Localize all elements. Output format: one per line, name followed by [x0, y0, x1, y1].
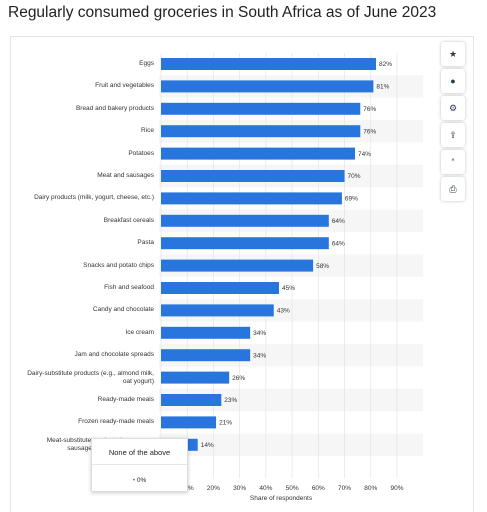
- y-tick-label: Potatoes: [128, 149, 154, 157]
- value-label: 34%: [253, 352, 266, 359]
- value-label: 34%: [253, 330, 266, 337]
- bar: [161, 394, 222, 406]
- bar: [161, 192, 342, 205]
- x-tick-label: 80%: [364, 485, 377, 492]
- bar: [161, 58, 377, 70]
- value-label: 64%: [332, 240, 345, 247]
- bar: [161, 259, 314, 272]
- bar: [161, 282, 279, 294]
- notify-button[interactable]: ●: [441, 69, 465, 93]
- cite-button[interactable]: “: [441, 150, 465, 174]
- tooltip-divider: [92, 464, 187, 465]
- page-title: Regularly consumed groceries in South Af…: [8, 4, 437, 21]
- tooltip: None of the above • 0%: [91, 438, 188, 492]
- y-tick-label: Pasta: [137, 239, 154, 247]
- value-label: 82%: [379, 61, 392, 68]
- value-label: 26%: [232, 375, 245, 382]
- share-button[interactable]: ⇪: [441, 123, 465, 147]
- row-stripe: [159, 433, 423, 456]
- tooltip-value-text: 0%: [136, 477, 147, 484]
- bar: [161, 416, 217, 429]
- settings-button[interactable]: ⚙: [441, 96, 465, 120]
- bar: [161, 125, 361, 138]
- y-tick-label: Frozen ready-made meals: [78, 418, 154, 426]
- y-tick-label: Dairy products (milk, yogurt, cheese, et…: [34, 194, 154, 202]
- y-tick-label: Fish and seafood: [104, 284, 154, 291]
- y-tick-label: Ready-made meals: [97, 396, 154, 403]
- y-tick-label: Jam and chocolate spreads: [74, 351, 155, 359]
- y-tick-label: Dairy-substitute products (e.g., almond …: [27, 369, 154, 385]
- value-label: 23%: [224, 397, 237, 404]
- x-axis-title: Share of respondents: [250, 495, 313, 502]
- x-tick-label: 50%: [286, 485, 299, 492]
- x-tick-label: 20%: [207, 485, 220, 492]
- bar: [161, 170, 345, 182]
- x-tick-label: 60%: [312, 485, 325, 492]
- y-tick-label: Fruit and vegetables: [95, 82, 154, 90]
- bar: [161, 371, 230, 384]
- y-tick-label: Meat and sausages: [97, 172, 154, 179]
- value-label: 64%: [332, 218, 345, 225]
- y-tick-label: Rice: [140, 127, 154, 135]
- bar: [161, 326, 251, 339]
- x-tick-label: 90%: [390, 485, 403, 492]
- bar: [161, 147, 356, 160]
- value-label: 43%: [277, 308, 290, 315]
- value-label: 81%: [376, 84, 389, 91]
- value-label: 58%: [316, 263, 329, 270]
- bar: [161, 304, 274, 317]
- tooltip-title: None of the above: [108, 448, 171, 457]
- y-tick-label: Ice cream: [125, 328, 154, 336]
- x-tick-label: 30%: [233, 485, 246, 492]
- y-tick-label: Breakfast cereals: [103, 216, 154, 224]
- y-tick-label: Eggs: [139, 60, 154, 67]
- value-label: 76%: [363, 106, 376, 113]
- y-tick-label: Candy and chocolate: [92, 306, 154, 314]
- row-stripe: [159, 388, 423, 412]
- value-label: 70%: [348, 173, 361, 180]
- value-label: 21%: [219, 420, 232, 427]
- tooltip-value: • 0%: [92, 477, 187, 484]
- bar: [161, 237, 329, 250]
- bar: [161, 102, 361, 115]
- tooltip-marker: •: [132, 477, 137, 484]
- value-label: 14%: [201, 442, 214, 449]
- value-label: 74%: [358, 151, 371, 158]
- print-button[interactable]: ⎙: [441, 177, 465, 201]
- favorite-button[interactable]: ★: [441, 42, 465, 66]
- x-tick-label: 70%: [338, 485, 351, 492]
- bar: [161, 349, 251, 362]
- value-label: 76%: [363, 128, 376, 135]
- value-label: 45%: [282, 285, 295, 292]
- bar: [161, 214, 329, 227]
- y-tick-label: Bread and bakery products: [75, 104, 154, 112]
- value-label: 69%: [345, 196, 358, 203]
- y-tick-label: Snacks and potato chips: [83, 261, 154, 269]
- x-tick-label: 40%: [259, 485, 272, 492]
- bar: [161, 80, 374, 93]
